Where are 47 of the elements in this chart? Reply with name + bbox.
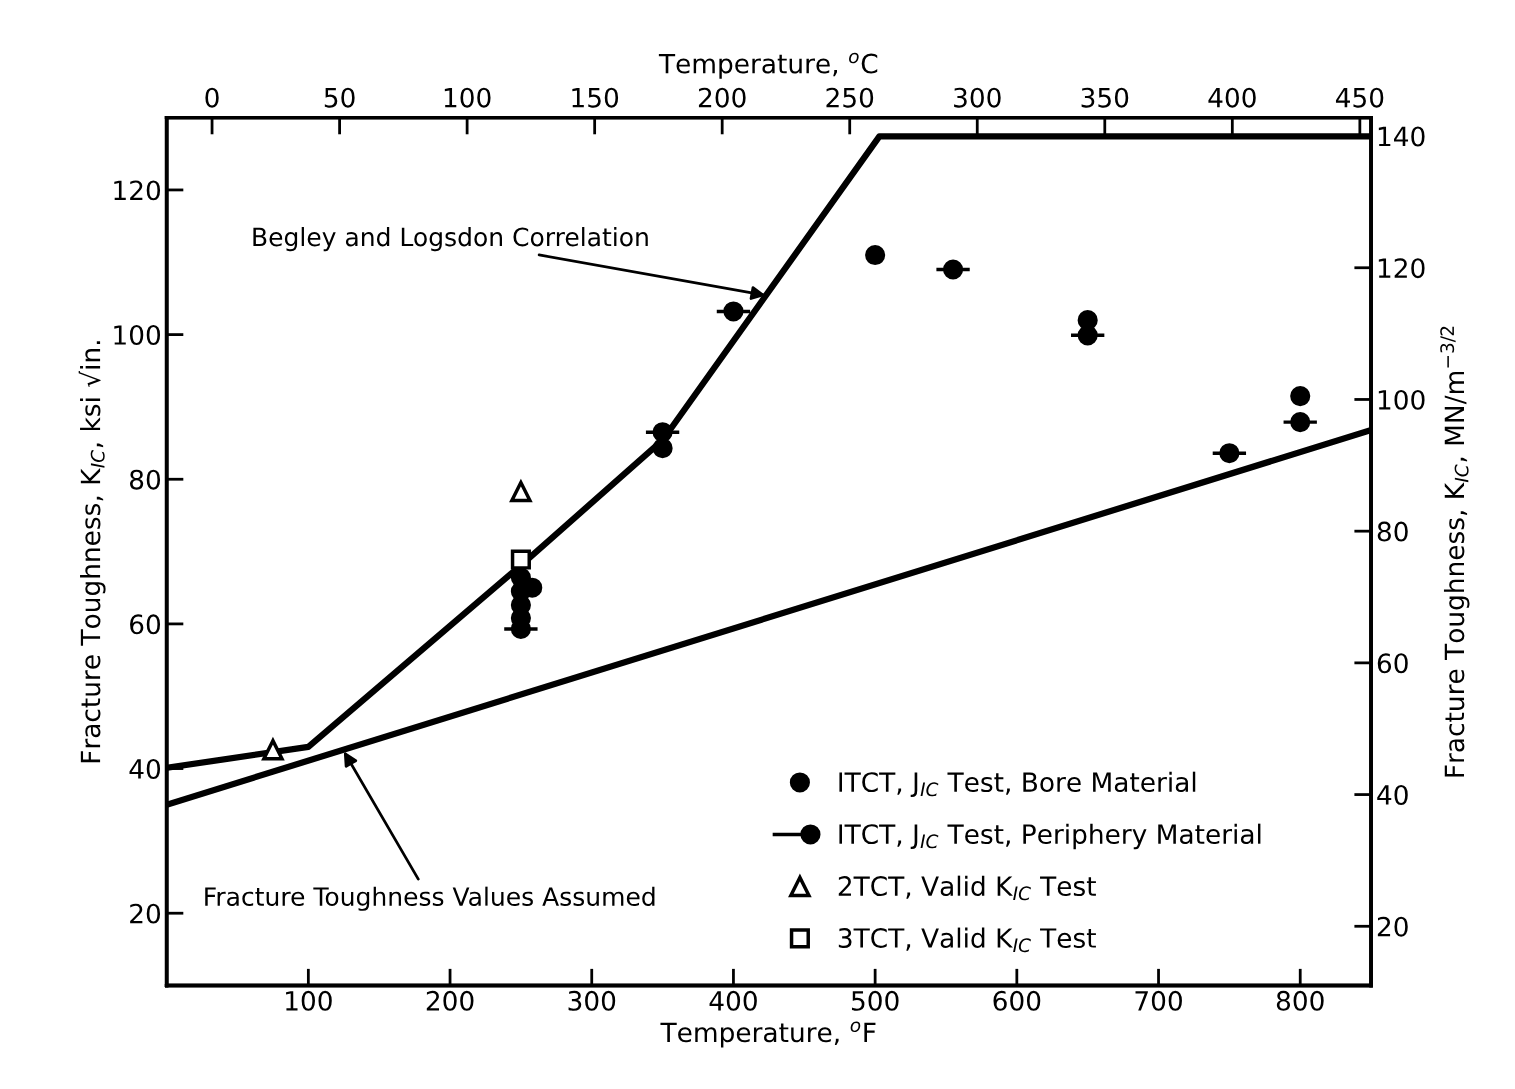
point bbox=[652, 438, 673, 459]
y-tick-label: 100 bbox=[114, 325, 161, 345]
point bbox=[1290, 386, 1311, 407]
x2-tick-label: 50 bbox=[324, 87, 355, 108]
y2-tick-label: 100 bbox=[1378, 389, 1425, 410]
point bbox=[510, 549, 531, 570]
x-tick-label: 400 bbox=[709, 990, 757, 1011]
legend-label: ITCT, J$_{IC}$ Test, Bore Material bbox=[839, 771, 1196, 798]
annotation: Begley and Logsdon Correlation bbox=[253, 227, 648, 252]
legend-label: ITCT, J$_{IC}$ Test, Periphery Material bbox=[839, 823, 1261, 850]
y-tick-label: 120 bbox=[114, 180, 161, 201]
x2-tick-label: 300 bbox=[954, 87, 1001, 108]
x2-tick-label: 200 bbox=[698, 87, 746, 108]
y2-tick-label: 120 bbox=[1378, 258, 1425, 279]
point bbox=[261, 736, 285, 761]
x-tick-label: 300 bbox=[568, 990, 616, 1011]
point bbox=[865, 244, 886, 266]
y2-tick-label: 20 bbox=[1377, 916, 1408, 937]
y-axis-title: Fracture Toughness, K$_{IC}$, ksi √in. bbox=[78, 341, 106, 763]
y-tick-label: 60 bbox=[130, 614, 161, 635]
y2-tick-label: 80 bbox=[1377, 521, 1408, 542]
y2-tick-label: 40 bbox=[1377, 785, 1408, 805]
y-tick-label: 40 bbox=[129, 759, 161, 779]
x-tick-label: 800 bbox=[1276, 990, 1324, 1011]
x-tick-label: 600 bbox=[993, 990, 1041, 1011]
x2-tick-label: 350 bbox=[1081, 87, 1129, 108]
x2-tick-label: 250 bbox=[826, 87, 874, 108]
x-tick-label: 500 bbox=[851, 990, 899, 1011]
x-axis-title: Temperature, $^{o}$F bbox=[660, 1021, 876, 1048]
y-tick-label: 80 bbox=[130, 469, 161, 490]
point bbox=[509, 478, 533, 503]
y2-tick-label: 60 bbox=[1377, 653, 1408, 674]
x-tick-label: 700 bbox=[1135, 990, 1182, 1011]
y2-axis-title: Fracture Toughness, K$_{IC}$, MN/m$^{−3/2}$ bbox=[1440, 326, 1470, 777]
y-tick-label: 20 bbox=[130, 903, 161, 924]
x2-tick-label: 150 bbox=[572, 87, 619, 108]
x2-axis-title: Temperature, $^{o}$C bbox=[658, 52, 878, 79]
x-tick-label: 100 bbox=[286, 990, 332, 1011]
y2-tick-label: 140 bbox=[1378, 126, 1425, 147]
annotation: Fracture Toughness Values Assumed bbox=[205, 886, 655, 911]
legend-label: 3TCT, Valid K$_{IC}$ Test bbox=[838, 927, 1096, 953]
x-tick-label: 200 bbox=[426, 990, 474, 1011]
legend-label: 2TCT, Valid K$_{IC}$ Test bbox=[838, 875, 1096, 901]
x2-tick-label: 100 bbox=[444, 87, 491, 108]
x2-tick-label: 0 bbox=[205, 87, 219, 108]
x2-tick-label: 400 bbox=[1208, 87, 1256, 108]
x2-tick-label: 450 bbox=[1335, 87, 1384, 108]
